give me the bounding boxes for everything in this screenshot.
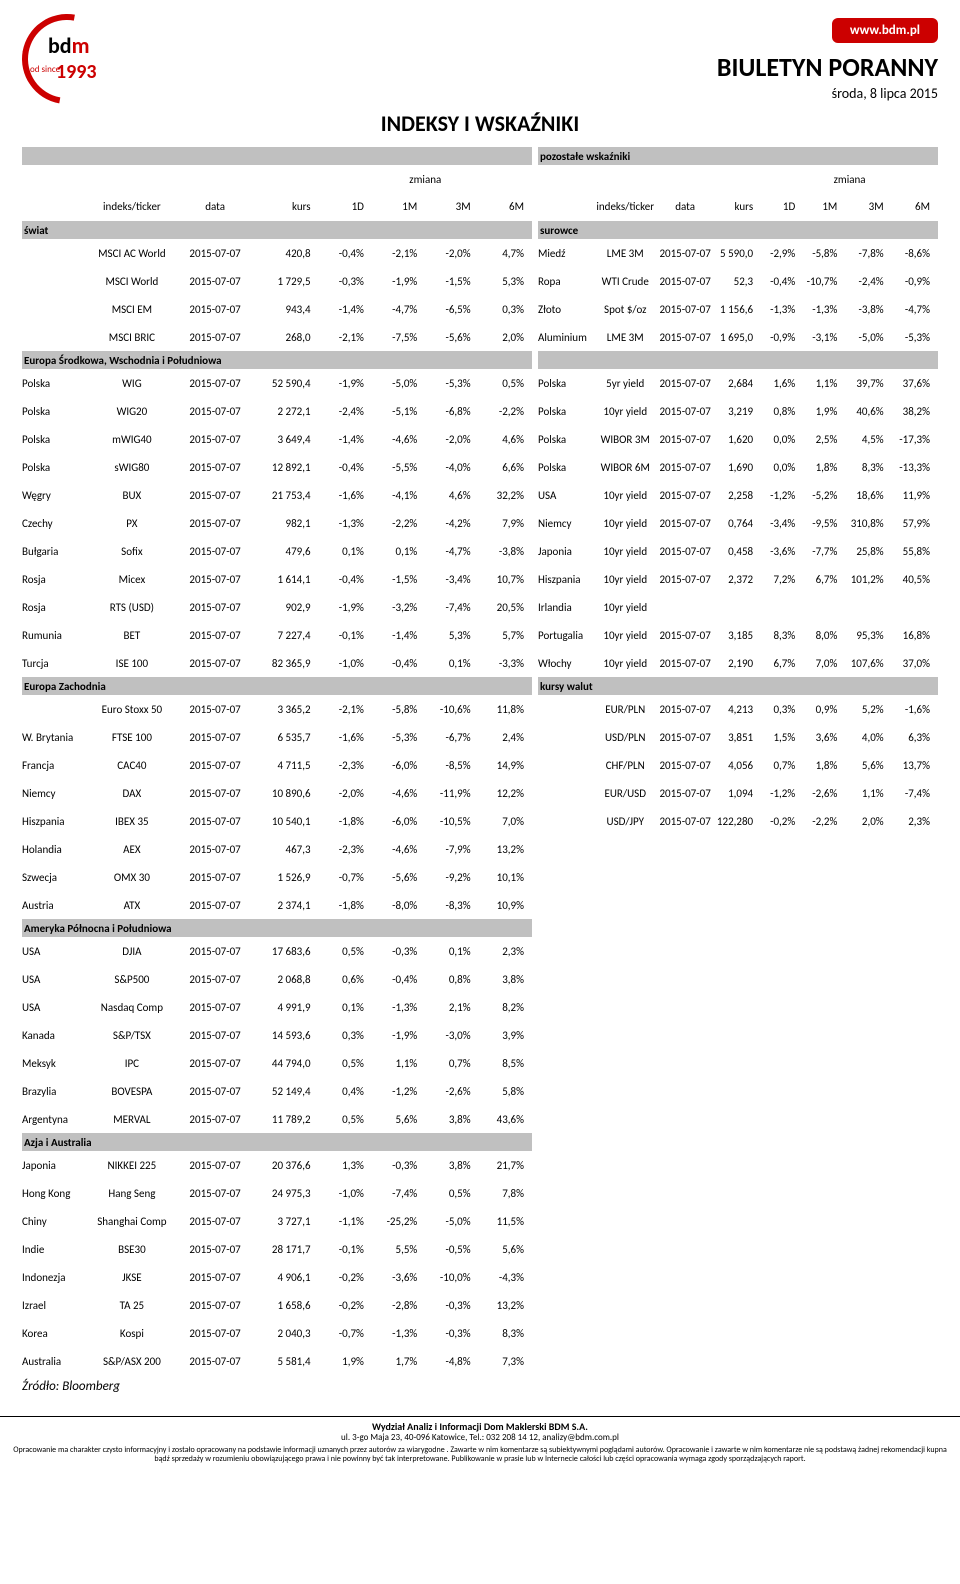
table-row: IzraelTA 252015-07-071 658,6-0,2%-2,8%-0… (22, 1291, 532, 1319)
table-row: EUR/PLN2015-07-074,2130,3%0,9%5,2%-1,6% (538, 695, 938, 723)
logo-text: bd (48, 32, 72, 59)
section-band: Azja i Australia (22, 1133, 532, 1151)
table-row: SzwecjaOMX 302015-07-071 526,9-0,7%-5,6%… (22, 863, 532, 891)
table-row: IndonezjaJKSE2015-07-074 906,1-0,2%-3,6%… (22, 1263, 532, 1291)
table-row: PolskamWIG402015-07-073 649,4-1,4%-4,6%-… (22, 425, 532, 453)
table-row: HiszpaniaIBEX 352015-07-0710 540,1-1,8%-… (22, 807, 532, 835)
section-band: surowce (538, 221, 938, 239)
table-row: WęgryBUX2015-07-0721 753,4-1,6%-4,1%4,6%… (22, 481, 532, 509)
table-row: MSCI World2015-07-071 729,5-0,3%-1,9%-1,… (22, 267, 532, 295)
table-row: CHF/PLN2015-07-074,0560,7%1,8%5,6%13,7% (538, 751, 938, 779)
section-band: świat (22, 221, 532, 239)
right-title: pozostałe wskaźniki (538, 147, 938, 165)
table-row: FrancjaCAC402015-07-074 711,5-2,3%-6,0%-… (22, 751, 532, 779)
table-row: TurcjaISE 1002015-07-0782 365,9-1,0%-0,4… (22, 649, 532, 677)
zmiana-header: zmiana (319, 165, 532, 193)
table-row: AluminiumLME 3M2015-07-071 695,0-0,9%-3,… (538, 323, 938, 351)
table-row: Niemcy10yr yield2015-07-070,764-3,4%-9,5… (538, 509, 938, 537)
table-row: USADJIA2015-07-0717 683,60,5%-0,3%0,1%2,… (22, 937, 532, 965)
table-row: ArgentynaMERVAL2015-07-0711 789,20,5%5,6… (22, 1105, 532, 1133)
table-row: EUR/USD2015-07-071,094-1,2%-2,6%1,1%-7,4… (538, 779, 938, 807)
table-row: CzechyPX2015-07-07982,1-1,3%-2,2%-4,2%7,… (22, 509, 532, 537)
table-row: Hong KongHang Seng2015-07-0724 975,3-1,0… (22, 1179, 532, 1207)
table-row: ZłotoSpot $/oz2015-07-071 156,6-1,3%-1,3… (538, 295, 938, 323)
source-label: Źródło: Bloomberg (22, 1379, 938, 1394)
right-column: pozostałe wskaźniki zmiana indeks/ticker… (538, 147, 938, 1375)
table-row: BrazyliaBOVESPA2015-07-0752 149,40,4%-1,… (22, 1077, 532, 1105)
table-row: PolskasWIG802015-07-0712 892,1-0,4%-5,5%… (22, 453, 532, 481)
table-row: ChinyShanghai Comp2015-07-073 727,1-1,1%… (22, 1207, 532, 1235)
col-date: data (178, 193, 253, 221)
page-date: środa, 8 lipca 2015 (717, 85, 938, 102)
table-row: HolandiaAEX2015-07-07467,3-2,3%-4,6%-7,9… (22, 835, 532, 863)
section-band: Europa Zachodnia (22, 677, 532, 695)
table-row: RosjaMicex2015-07-071 614,1-0,4%-1,5%-3,… (22, 565, 532, 593)
table-row: USD/JPY2015-07-07122,280-0,2%-2,2%2,0%2,… (538, 807, 938, 835)
table-row: MSCI BRIC2015-07-07268,0-2,1%-7,5%-5,6%2… (22, 323, 532, 351)
table-row: Polska10yr yield2015-07-073,2190,8%1,9%4… (538, 397, 938, 425)
table-row: PolskaWIBOR 6M2015-07-071,6900,0%1,8%8,3… (538, 453, 938, 481)
bdm-logo: bdm od since 1993 (22, 18, 122, 98)
table-row: KoreaKospi2015-07-072 040,3-0,7%-1,3%-0,… (22, 1319, 532, 1347)
table-row: W. BrytaniaFTSE 1002015-07-076 535,7-1,6… (22, 723, 532, 751)
table-row: RopaWTI Crude2015-07-0752,3-0,4%-10,7%-2… (538, 267, 938, 295)
right-table: pozostałe wskaźniki zmiana indeks/ticker… (538, 147, 938, 835)
section-band: kursy walut (538, 677, 938, 695)
section-band: Ameryka Północna i Południowa (22, 919, 532, 937)
table-row: BułgariaSofix2015-07-07479,60,1%0,1%-4,7… (22, 537, 532, 565)
table-row: Euro Stoxx 502015-07-073 365,2-2,1%-5,8%… (22, 695, 532, 723)
table-row: Portugalia10yr yield2015-07-073,1858,3%8… (538, 621, 938, 649)
table-row: Japonia10yr yield2015-07-070,458-3,6%-7,… (538, 537, 938, 565)
table-row: KanadaS&P/TSX2015-07-0714 593,60,3%-1,9%… (22, 1021, 532, 1049)
table-row: USAS&P5002015-07-072 068,80,6%-0,4%0,8%3… (22, 965, 532, 993)
section-band: Europa Środkowa, Wschodnia i Południowa (22, 351, 532, 369)
table-row: USANasdaq Comp2015-07-074 991,90,1%-1,3%… (22, 993, 532, 1021)
table-row: MSCI EM2015-07-07943,4-1,4%-4,7%-6,5%0,3… (22, 295, 532, 323)
table-row: IndieBSE302015-07-0728 171,7-0,1%5,5%-0,… (22, 1235, 532, 1263)
table-row: Hiszpania10yr yield2015-07-072,3727,2%6,… (538, 565, 938, 593)
table-row: JaponiaNIKKEI 2252015-07-0720 376,61,3%-… (22, 1151, 532, 1179)
table-row: PolskaWIG2015-07-0752 590,4-1,9%-5,0%-5,… (22, 369, 532, 397)
col-kurs: kurs (252, 193, 318, 221)
table-row: Polska5yr yield2015-07-072,6841,6%1,1%39… (538, 369, 938, 397)
section-band (538, 351, 938, 369)
table-row: PolskaWIBOR 3M2015-07-071,6200,0%2,5%4,5… (538, 425, 938, 453)
section-title: INDEKSY I WSKAŹNIKI (22, 110, 938, 137)
table-row: MSCI AC World2015-07-07420,8-0,4%-2,1%-2… (22, 239, 532, 267)
table-row: AustriaATX2015-07-072 374,1-1,8%-8,0%-8,… (22, 891, 532, 919)
left-column: zmiana indeks/ticker data kurs 1D 1M 3M … (22, 147, 532, 1375)
url-badge[interactable]: www.bdm.pl (832, 18, 938, 43)
table-row: AustraliaS&P/ASX 2002015-07-075 581,41,9… (22, 1347, 532, 1375)
table-row: USA10yr yield2015-07-072,258-1,2%-5,2%18… (538, 481, 938, 509)
col-ticker: indeks/ticker (86, 193, 178, 221)
table-row: USD/PLN2015-07-073,8511,5%3,6%4,0%6,3% (538, 723, 938, 751)
footer: Wydział Analiz i Informacji Dom Maklersk… (0, 1416, 960, 1473)
table-row: NiemcyDAX2015-07-0710 890,6-2,0%-4,6%-11… (22, 779, 532, 807)
left-table: zmiana indeks/ticker data kurs 1D 1M 3M … (22, 147, 532, 1375)
table-row: RumuniaBET2015-07-077 227,4-0,1%-1,4%5,3… (22, 621, 532, 649)
table-row: RosjaRTS (USD)2015-07-07902,9-1,9%-3,2%-… (22, 593, 532, 621)
header: bdm od since 1993 www.bdm.pl BIULETYN PO… (22, 18, 938, 102)
table-row: Włochy10yr yield2015-07-072,1906,7%7,0%1… (538, 649, 938, 677)
table-row: Irlandia10yr yield (538, 593, 938, 621)
page-title: BIULETYN PORANNY (717, 51, 938, 83)
table-row: MiedźLME 3M2015-07-075 590,0-2,9%-5,8%-7… (538, 239, 938, 267)
table-row: MeksykIPC2015-07-0744 794,00,5%1,1%0,7%8… (22, 1049, 532, 1077)
table-row: PolskaWIG202015-07-072 272,1-2,4%-5,1%-6… (22, 397, 532, 425)
